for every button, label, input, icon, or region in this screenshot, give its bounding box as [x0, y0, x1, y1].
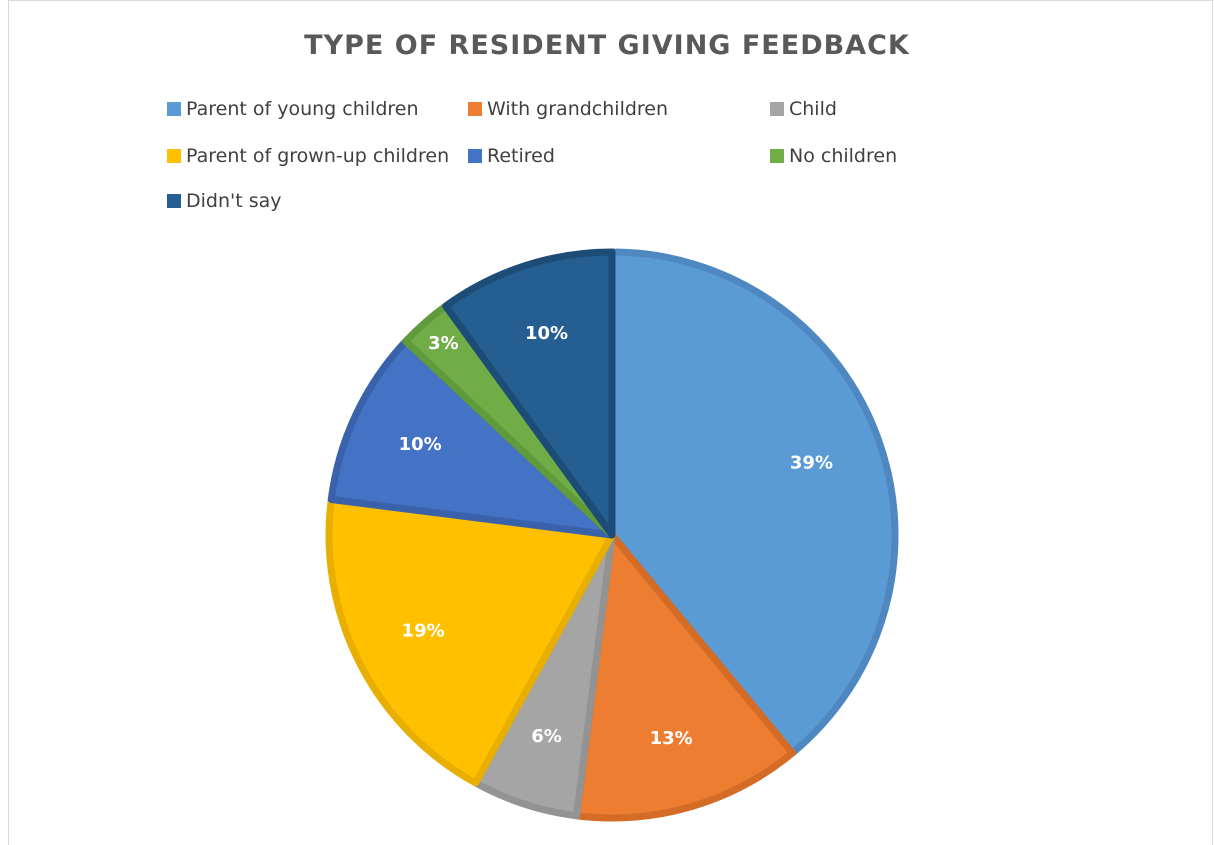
legend-swatch-icon: [167, 194, 181, 208]
legend-swatch-icon: [468, 149, 482, 163]
legend-label: Parent of grown-up children: [186, 145, 450, 167]
data-label-child: 6%: [531, 726, 562, 747]
pie-slice-parent-of-young-children[interactable]: [608, 248, 899, 757]
pie-slice-didn-t-say[interactable]: [442, 248, 616, 539]
legend-item-parent-of-young-children[interactable]: Parent of young children: [167, 98, 419, 120]
chart-frame: [8, 0, 1213, 845]
pie-slice-with-grandchildren[interactable]: [573, 531, 796, 822]
legend-item-retired[interactable]: Retired: [468, 145, 555, 167]
legend-label: Parent of young children: [186, 98, 419, 120]
legend-swatch-icon: [770, 149, 784, 163]
pie-slice-retired[interactable]: [327, 337, 616, 539]
legend-item-no-children[interactable]: No children: [770, 145, 897, 167]
chart-title: TYPE OF RESIDENT GIVING FEEDBACK: [304, 30, 910, 61]
legend-label: With grandchildren: [487, 98, 669, 120]
data-label-didn-t-say: 10%: [525, 323, 568, 344]
legend-label: No children: [789, 145, 898, 167]
legend-item-parent-of-grown-up-children[interactable]: Parent of grown-up children: [167, 145, 449, 167]
data-label-no-children: 3%: [428, 333, 459, 354]
data-label-with-grandchildren: 13%: [650, 728, 693, 749]
legend-label: Retired: [487, 145, 555, 167]
legend-label: Child: [789, 98, 837, 120]
legend-label: Didn't say: [186, 190, 282, 212]
data-label-retired: 10%: [399, 434, 442, 455]
data-label-parent-of-grown-up-children: 19%: [402, 621, 445, 642]
legend-swatch-icon: [167, 149, 181, 163]
legend-item-didnt-say[interactable]: Didn't say: [167, 190, 282, 212]
legend-swatch-icon: [770, 102, 784, 116]
legend-swatch-icon: [167, 102, 181, 116]
pie-slice-parent-of-grown-up-children[interactable]: [325, 496, 616, 787]
legend-swatch-icon: [468, 102, 482, 116]
data-label-parent-of-young-children: 39%: [790, 453, 833, 474]
legend-item-child[interactable]: Child: [770, 98, 837, 120]
legend-item-with-grandchildren[interactable]: With grandchildren: [468, 98, 668, 120]
